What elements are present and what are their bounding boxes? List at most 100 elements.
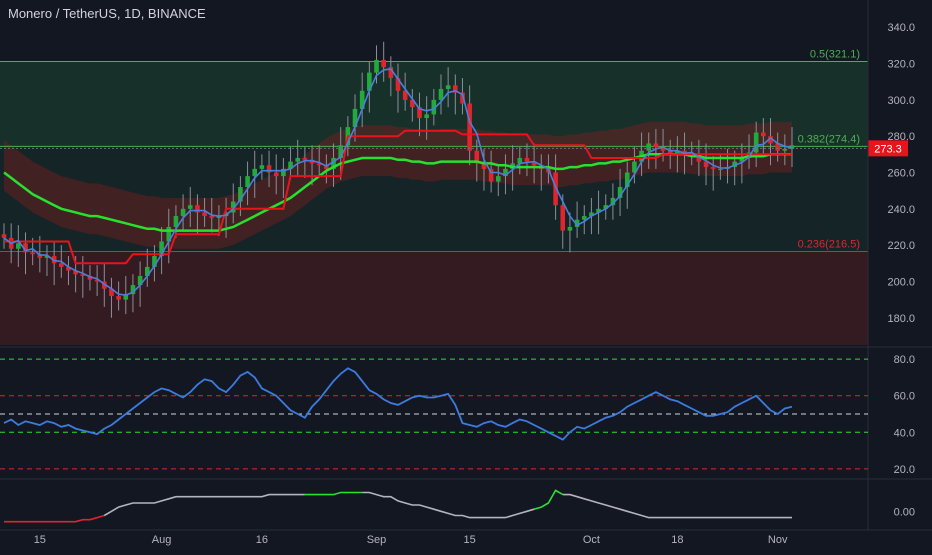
candle: [23, 243, 28, 253]
price-tick-label: 200.0: [887, 276, 915, 288]
candle: [617, 187, 623, 198]
candle: [646, 143, 652, 151]
candle: [374, 59, 379, 73]
fib-label: 0.5(321.1): [810, 49, 860, 61]
candle: [324, 165, 329, 169]
candle: [59, 263, 64, 267]
candle: [517, 157, 523, 164]
candle: [173, 216, 179, 227]
candle: [581, 216, 587, 220]
price-tick-label: 300.0: [887, 95, 915, 107]
candle: [16, 243, 21, 249]
rsi-tick-label: 60.0: [894, 391, 915, 403]
candle: [359, 90, 365, 109]
rsi-tick-label: 40.0: [894, 427, 915, 439]
fib-label: 0.236(216.5): [798, 238, 860, 250]
time-tick-label: Aug: [152, 534, 172, 546]
oscillator-line: [562, 493, 792, 519]
chart-title: Monero / TetherUS, 1D, BINANCE: [8, 6, 206, 21]
candle: [252, 168, 258, 177]
candle: [338, 145, 343, 158]
candle: [388, 67, 394, 79]
candle: [624, 172, 630, 188]
candle: [195, 205, 200, 213]
price-tick-label: 280.0: [887, 131, 915, 143]
oscillator-tick-label: 0.00: [894, 506, 915, 518]
candle: [431, 99, 437, 115]
candle: [424, 114, 429, 119]
candle: [295, 157, 301, 162]
candle: [259, 165, 265, 169]
oscillator-line: [304, 491, 363, 496]
candle: [632, 161, 637, 173]
candle: [209, 216, 215, 218]
candle: [438, 88, 444, 100]
candle: [94, 279, 100, 282]
candle: [488, 168, 494, 182]
candle: [682, 150, 687, 153]
ema-line: [3, 153, 792, 232]
oscillator-line: [4, 514, 105, 523]
candle: [761, 132, 766, 137]
time-tick-label: Sep: [367, 534, 387, 546]
candle: [768, 136, 773, 144]
candle: [589, 212, 594, 217]
candle: [739, 157, 745, 162]
rsi-line: [3, 367, 793, 441]
candle: [703, 161, 709, 168]
candle: [402, 90, 408, 100]
last-price-label: 273.3: [874, 143, 902, 155]
candle: [352, 108, 358, 128]
candle: [782, 148, 788, 151]
price-tick-label: 220.0: [887, 240, 915, 252]
candle: [316, 163, 322, 166]
candle: [87, 276, 93, 280]
candle: [137, 276, 143, 286]
candle: [531, 161, 537, 166]
candle: [37, 254, 43, 258]
candle: [775, 143, 780, 151]
candle: [417, 107, 422, 119]
candle: [331, 157, 336, 169]
candle: [503, 168, 508, 177]
time-tick-label: 18: [671, 534, 683, 546]
price-tick-label: 320.0: [887, 59, 915, 71]
candle: [474, 150, 480, 164]
time-tick-label: Nov: [768, 534, 788, 546]
candle: [367, 72, 372, 91]
candle: [130, 285, 136, 295]
candle: [230, 201, 236, 213]
candle: [302, 157, 308, 160]
candle: [152, 256, 157, 267]
rsi-tick-label: 80.0: [894, 354, 915, 366]
fib-zone-lower: [0, 251, 868, 345]
candle: [524, 157, 530, 162]
kijun-line: [4, 129, 792, 265]
candle: [753, 132, 759, 153]
candle: [395, 78, 401, 91]
oscillator-line: [103, 493, 305, 517]
candle: [445, 85, 451, 89]
candle: [710, 167, 716, 169]
candle: [574, 219, 580, 227]
candle: [288, 161, 293, 169]
candle: [603, 205, 609, 209]
candle: [44, 256, 50, 258]
time-tick-label: Oct: [583, 534, 600, 546]
fib-label: 0.382(274.4): [798, 133, 860, 145]
candle: [30, 252, 35, 255]
candle: [109, 288, 114, 296]
candle: [266, 165, 272, 173]
rsi-tick-label: 20.0: [894, 464, 915, 476]
candle: [495, 176, 501, 182]
candle: [453, 85, 458, 93]
tenkan-line: [3, 68, 793, 296]
candle: [1, 234, 7, 238]
oscillator-line: [362, 491, 535, 519]
price-tick-label: 240.0: [887, 204, 915, 216]
time-tick-label: 16: [256, 534, 268, 546]
candle: [116, 295, 121, 300]
candle: [166, 226, 172, 242]
